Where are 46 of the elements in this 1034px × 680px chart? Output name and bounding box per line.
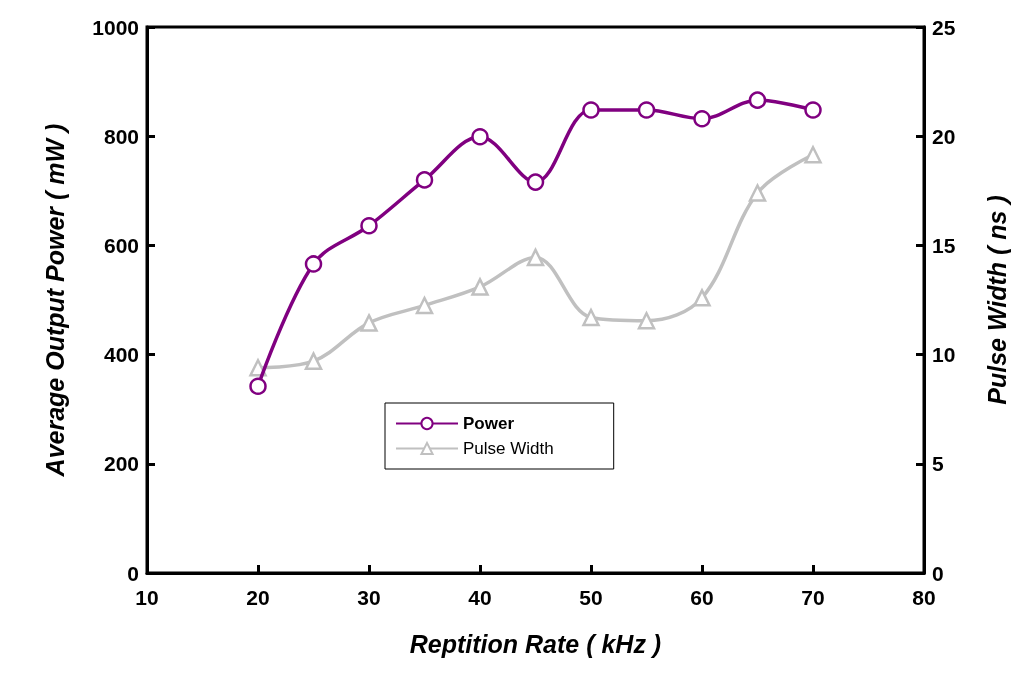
x-tick-label: 40 <box>468 586 492 609</box>
point <box>582 101 600 119</box>
point <box>415 171 434 189</box>
y-tick-label: 0 <box>127 561 139 585</box>
x-axis-title: Reptition Rate ( kHz ) <box>409 629 662 658</box>
y-tick-label: 400 <box>103 343 139 367</box>
y2-tick-label: 0 <box>932 561 944 585</box>
x-tick-label: 60 <box>690 586 714 609</box>
point <box>748 91 767 109</box>
point <box>526 173 545 191</box>
y-tick-label: 1000 <box>92 15 139 39</box>
point <box>748 184 767 202</box>
point <box>249 377 267 396</box>
y-tick-label: 800 <box>103 124 139 148</box>
x-tick-label: 50 <box>579 586 603 609</box>
y2-tick-label: 20 <box>932 124 956 148</box>
point <box>804 146 822 164</box>
y-axis-title: Average Output Power ( mW ) <box>40 123 69 478</box>
point <box>360 217 378 235</box>
point <box>582 308 600 327</box>
point <box>526 248 545 267</box>
y2-tick-label: 10 <box>932 343 956 367</box>
y2-tick-label: 5 <box>932 452 944 476</box>
x-tick-label: 70 <box>801 586 825 609</box>
point <box>693 289 711 307</box>
point <box>360 314 378 332</box>
point <box>804 101 822 119</box>
y2-tick-label: 25 <box>932 15 956 39</box>
x-tick-label: 30 <box>357 586 381 609</box>
legend-label: Pulse Width <box>463 439 554 458</box>
x-tick-label: 80 <box>912 586 936 609</box>
y2-tick-label: 15 <box>932 233 956 257</box>
point <box>471 128 489 146</box>
y2-axis-title: Pulse Width ( ns ) <box>982 195 1011 405</box>
point <box>471 278 489 296</box>
point <box>304 352 323 370</box>
x-tick-label: 20 <box>246 586 270 609</box>
x-tick-label: 10 <box>135 586 159 609</box>
point <box>637 101 656 119</box>
legend-label: Power <box>463 414 515 433</box>
point <box>304 255 323 273</box>
point <box>693 109 711 128</box>
y-tick-label: 200 <box>103 452 139 476</box>
point <box>637 312 656 330</box>
point <box>415 296 434 315</box>
y-tick-label: 600 <box>103 233 139 257</box>
